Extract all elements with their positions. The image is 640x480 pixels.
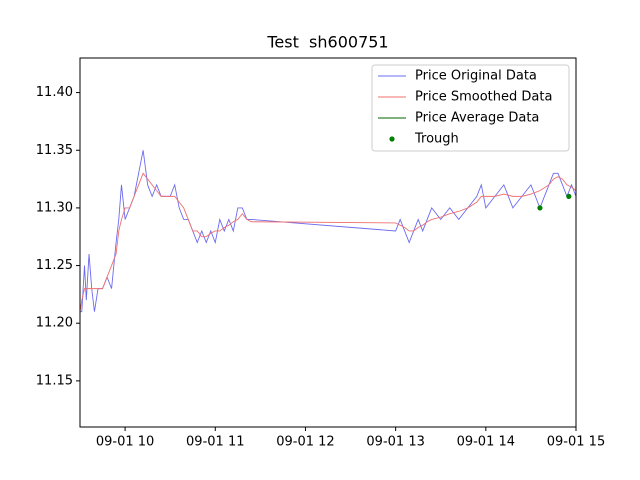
y-tick-label: 11.25 bbox=[36, 258, 73, 273]
y-tick-label: 11.20 bbox=[36, 316, 73, 331]
x-tick-label: 09-01 11 bbox=[186, 435, 244, 450]
legend-box bbox=[371, 64, 570, 152]
legend-label: Price Average Data bbox=[415, 111, 539, 126]
trough-point bbox=[537, 205, 543, 211]
y-tick-label: 11.35 bbox=[36, 143, 73, 158]
y-tick-label: 11.15 bbox=[36, 373, 73, 388]
y-tick-label: 11.40 bbox=[36, 85, 73, 100]
plot-frame bbox=[79, 57, 577, 428]
line-series bbox=[80, 172, 576, 312]
x-tick-label: 09-01 14 bbox=[457, 435, 515, 450]
trough-point bbox=[566, 193, 572, 199]
x-tick-label: 09-01 13 bbox=[366, 435, 424, 450]
chart-title: Test sh600751 bbox=[266, 33, 388, 52]
x-tick-label: 09-01 12 bbox=[276, 435, 334, 450]
line-series bbox=[80, 150, 576, 313]
legend-marker bbox=[389, 136, 395, 142]
y-tick-label: 11.30 bbox=[36, 200, 73, 215]
x-tick-label: 09-01 15 bbox=[547, 435, 605, 450]
legend-label: Price Smoothed Data bbox=[415, 90, 552, 105]
legend-label: Trough bbox=[414, 132, 459, 147]
x-tick-label: 09-01 10 bbox=[96, 435, 154, 450]
legend-label: Price Original Data bbox=[415, 69, 537, 84]
